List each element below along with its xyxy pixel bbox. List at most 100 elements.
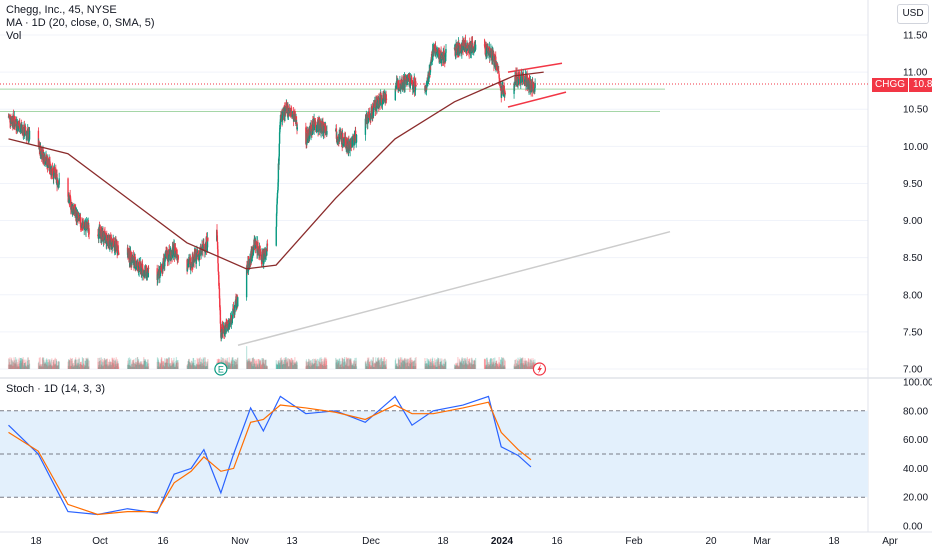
volume-bar [344,357,346,369]
volume-bar [409,360,411,369]
volume-bar [372,357,374,369]
volume-bar [148,363,150,369]
volume-bar [131,363,133,369]
volume-bar [84,360,87,369]
volume-bar [143,360,145,369]
volume-bar [365,360,367,369]
volume-bar [397,366,399,369]
volume-bar [172,364,174,369]
volume-bar [99,357,101,369]
stoch-k-line [8,395,532,516]
volume-bar [21,357,23,369]
volume-bar [15,360,18,369]
volume-bar [87,366,90,369]
candle-body [56,180,59,183]
volume-bar [164,363,166,369]
volume-bar [285,358,287,369]
volume-bar [319,362,321,369]
volume-bar [456,365,458,369]
volume-bar [308,361,310,369]
volume-bar [56,365,58,369]
volume-bar [486,357,488,369]
volume-bar [399,365,401,369]
volume-bar [12,362,14,369]
volume-bar [532,361,534,369]
volume-bar [306,362,308,369]
volume-bar [98,361,101,369]
volume-bar [410,363,413,369]
volume-bar [233,360,235,369]
volume-bar [85,358,87,369]
volume-bar [78,357,80,369]
volume-bar [339,361,341,369]
volume-bar [375,362,377,369]
currency-button[interactable]: USD [897,4,929,24]
volume-bar [399,357,402,369]
volume-bar [117,361,119,369]
volume-bar [158,366,160,369]
volume-bar [529,359,531,369]
volume-bar [86,358,89,369]
volume-bar [437,360,439,369]
volume-bar [384,360,387,369]
volume-bar [103,360,105,369]
volume-bar [308,365,311,369]
volume-bar [164,358,166,369]
volume-bar [493,364,495,369]
time-tick-label: 20 [705,536,717,547]
volume-bar [201,366,203,369]
volume-bar [132,360,134,369]
volume-bar [284,364,286,369]
volume-bar [71,360,73,369]
volume-bar [515,358,517,369]
volume-bar [176,361,178,369]
volume-bar [280,357,283,369]
volume-bar [146,361,148,369]
volume-bar [521,357,523,369]
volume-bar [131,360,134,369]
candle-body [364,118,367,135]
volume-bar [460,361,462,369]
volume-bar [309,360,311,369]
volume-bar [189,364,192,369]
stoch-title: Stoch · 1D (14, 3, 3) [6,383,106,395]
volume-bar [10,364,12,369]
volume-bar [490,366,492,369]
volume-bar [438,364,440,369]
volume-bar [252,358,254,369]
volume-bar [249,361,251,369]
volume-bar [397,358,399,369]
volume-bar [311,362,313,369]
volume-bar [81,364,83,369]
volume-bar [412,361,414,369]
volume-bar [472,364,474,369]
volume-bar [168,366,170,369]
volume-bar [379,359,381,369]
volume-bar [494,357,496,369]
volume-bar [435,359,437,369]
volume-bar [467,360,470,369]
volume-bar [526,366,529,369]
volume-bar [311,362,313,369]
volume-bar [283,363,285,369]
candle-body [44,157,46,164]
volume-bar [402,364,404,369]
volume-bar [38,365,40,369]
volume-bar [10,359,12,369]
stoch-pane[interactable]: 0.00 20.00 40.00 60.00 80.00 100.00 [0,378,932,533]
volume-bar [104,364,106,369]
volume-bar [458,366,460,369]
volume-bar [260,364,262,369]
price-pane[interactable]: 7.007.508.008.509.009.5010.0010.5011.001… [0,0,932,532]
volume-bar [343,359,345,369]
volume-bar [442,363,444,369]
volume-bar [246,346,248,369]
volume-bar [352,363,354,369]
volume-bar [188,361,191,369]
price-tick-label: 8.00 [903,290,923,301]
time-axis[interactable]: 18 Oct 16 Nov 13 Dec 18 2024 16 Feb 20 Mar 18 Apr [0,531,932,547]
volume-bar [133,363,136,369]
volume-bar [160,357,163,369]
